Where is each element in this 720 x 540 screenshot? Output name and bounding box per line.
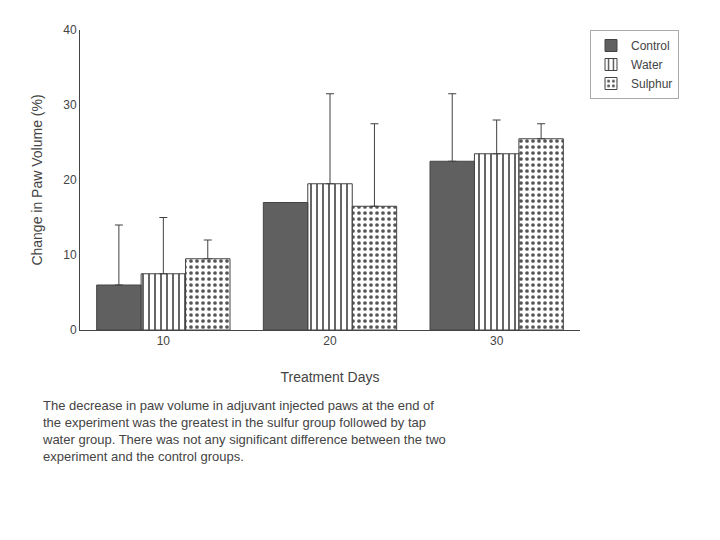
svg-text:Control: Control: [631, 39, 670, 53]
svg-text:Change in Paw Volume (%): Change in Paw Volume (%): [29, 94, 45, 265]
svg-text:10: 10: [157, 334, 171, 348]
svg-text:20: 20: [63, 173, 77, 187]
svg-text:30: 30: [490, 334, 504, 348]
svg-text:0: 0: [70, 323, 77, 337]
svg-text:30: 30: [63, 98, 77, 112]
svg-text:Sulphur: Sulphur: [631, 77, 672, 91]
svg-text:The decrease in paw volume in: The decrease in paw volume in adjuvant i…: [42, 398, 446, 464]
svg-text:40: 40: [63, 23, 77, 37]
svg-text:Water: Water: [631, 58, 663, 72]
svg-text:20: 20: [323, 334, 337, 348]
svg-text:Treatment Days: Treatment Days: [280, 369, 379, 385]
svg-text:10: 10: [63, 248, 77, 262]
